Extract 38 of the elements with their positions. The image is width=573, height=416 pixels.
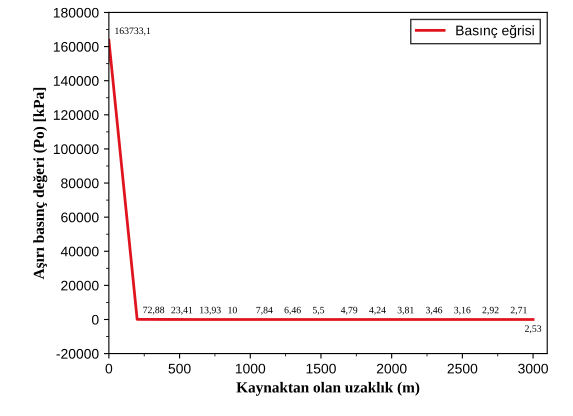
x-tick-label: 2500	[448, 364, 478, 374]
data-label: 10	[228, 306, 237, 314]
legend-label: Basınç eğrisi	[456, 24, 534, 38]
data-label: 5,5	[312, 306, 324, 315]
y-tick-label: 100000	[54, 144, 99, 154]
data-label: 3,16	[454, 306, 471, 315]
x-tick-label: 3000	[518, 364, 548, 374]
data-label: 4,79	[340, 306, 358, 315]
data-label: 2,92	[482, 306, 499, 315]
y-tick-label: 160000	[54, 42, 99, 52]
x-tick-label: 1000	[236, 364, 266, 374]
y-tick-label: 80000	[61, 178, 99, 188]
data-label: 13,93	[200, 306, 221, 315]
y-tick-label: 140000	[54, 76, 99, 86]
x-tick-label: 2000	[376, 364, 407, 374]
data-label: 3,46	[426, 306, 442, 315]
x-tick-label: 0	[106, 364, 112, 374]
data-label: 2,53	[524, 325, 542, 334]
data-label: 23,41	[171, 306, 192, 315]
data-label: 163733,1	[115, 28, 150, 36]
x-tick-label: 500	[168, 364, 191, 374]
data-label: 4,24	[369, 306, 386, 315]
data-label: 3,81	[398, 306, 414, 315]
y-axis-title: Aşırı basınç değeri (Po) [kPa]	[33, 88, 48, 280]
y-tick-label: -20000	[56, 348, 99, 359]
y-tick-label: 0	[92, 314, 99, 325]
y-tick-label: 20000	[61, 280, 99, 291]
data-label: 72,88	[143, 306, 164, 315]
y-tick-label: 180000	[54, 8, 99, 18]
x-tick-label: 1500	[306, 364, 336, 374]
line-series	[108, 38, 534, 321]
data-label: 2,71	[510, 306, 527, 315]
x-axis-title: Kaynaktan olan uzaklık (m)	[236, 382, 420, 396]
y-tick-label: 120000	[54, 110, 99, 120]
data-label: 7,84	[256, 306, 273, 315]
data-label: 6,46	[284, 306, 301, 315]
y-tick-label: 40000	[60, 246, 99, 256]
y-tick-label: 60000	[61, 212, 99, 222]
